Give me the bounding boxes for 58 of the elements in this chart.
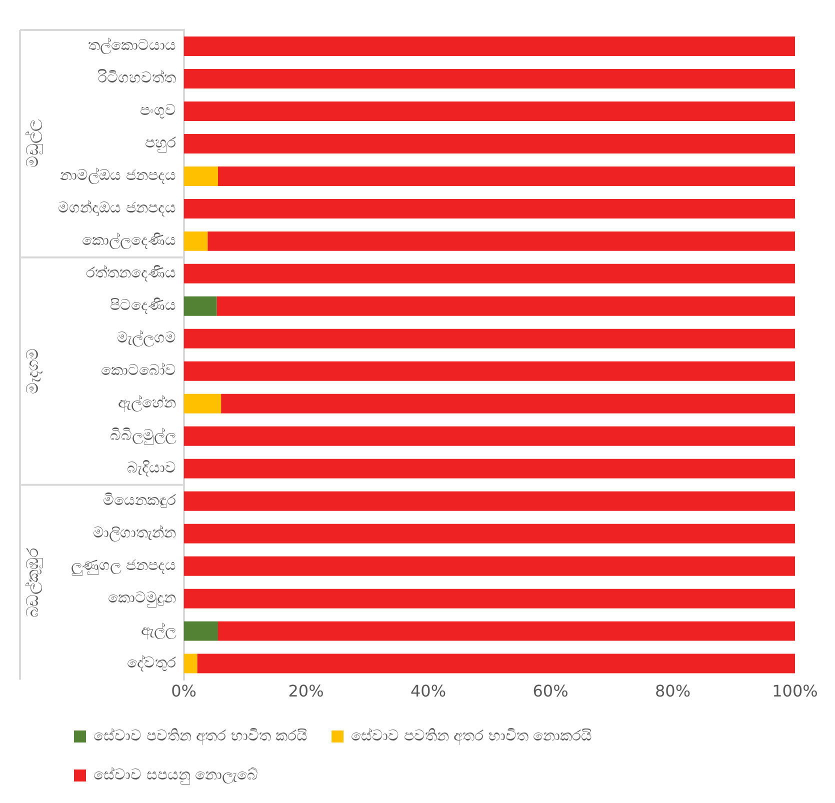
- y-tick-label: පංගුව: [140, 101, 176, 120]
- bar: [184, 491, 795, 511]
- bar: [184, 426, 795, 446]
- legend-label: සේවාව සපයනු නොලැබේ: [94, 765, 258, 784]
- text: බඩල්කුඹුර: [23, 547, 44, 618]
- bar: [216, 296, 795, 316]
- text: මැදගම: [23, 348, 42, 394]
- x-tick-label: 80%: [654, 682, 691, 701]
- bar: [184, 458, 795, 478]
- bar: [184, 524, 795, 544]
- bar: [184, 328, 795, 348]
- y-tick-label: පිටදෙණිය: [110, 296, 176, 314]
- y-tick-label: රත්තනදෙණිය: [86, 264, 176, 282]
- y-tick-label: බිබිලමුල්ල: [110, 426, 177, 446]
- x-tick-label: 20%: [288, 682, 324, 701]
- x-tick-label: 40%: [410, 682, 446, 701]
- y-tick-label: තල්කොටයාය: [88, 36, 176, 54]
- bar: [184, 361, 795, 381]
- bar: [184, 654, 198, 674]
- y-tick-label: ඇල්හේන: [118, 394, 176, 413]
- bar: [184, 231, 208, 251]
- bar: [184, 166, 218, 186]
- y-tick-label: රිටිගහවත්ත: [98, 68, 176, 87]
- bar: [197, 654, 795, 674]
- y-tick-label: කොටබෝව: [100, 361, 176, 380]
- bar: [221, 394, 795, 414]
- bar: [184, 556, 795, 576]
- bar: [184, 198, 795, 218]
- y-tick-label: නාමල්ඔය ජනපදය: [60, 166, 176, 184]
- text: මඩුල්ල: [23, 120, 44, 168]
- bar: [184, 134, 795, 154]
- y-tick-label: කොල්ලදෙණිය: [82, 231, 176, 250]
- legend-label: සේවාව පවතින අතර භාවිත කරයි: [94, 726, 308, 746]
- y-tick-label: කොටමුදුන: [108, 588, 176, 608]
- bar: [208, 231, 795, 251]
- y-tick-label: මගන්දාඔය ජනපදය: [58, 198, 176, 217]
- bar: [184, 68, 795, 88]
- bar: [184, 588, 795, 608]
- y-tick-label: ලුණුගල ජනපදය: [70, 556, 176, 576]
- y-tick-label: මියෙනකඳුර: [102, 490, 176, 509]
- legend-label: සේවාව පවතින අතර භාවිත නොකරයි: [351, 726, 592, 746]
- bar: [184, 394, 222, 414]
- bar: [184, 101, 795, 121]
- x-tick-label: 0%: [171, 682, 196, 701]
- y-tick-label: මැල්ලගම: [116, 328, 176, 347]
- y-tick-label: මාලිගාතැන්න: [92, 523, 176, 542]
- x-tick-label: 100%: [772, 682, 818, 701]
- bar: [218, 166, 795, 186]
- bar: [184, 36, 795, 56]
- bar: [184, 296, 217, 316]
- bar: [218, 621, 795, 641]
- bar: [184, 621, 218, 641]
- bar: [184, 264, 795, 284]
- y-tick-label: දේවතුර: [126, 653, 176, 672]
- y-tick-label: පහුර: [144, 134, 176, 153]
- x-tick-label: 60%: [532, 682, 568, 701]
- y-tick-label: ඇල්ල: [140, 620, 177, 640]
- y-tick-label: බැදියාව: [126, 458, 176, 477]
